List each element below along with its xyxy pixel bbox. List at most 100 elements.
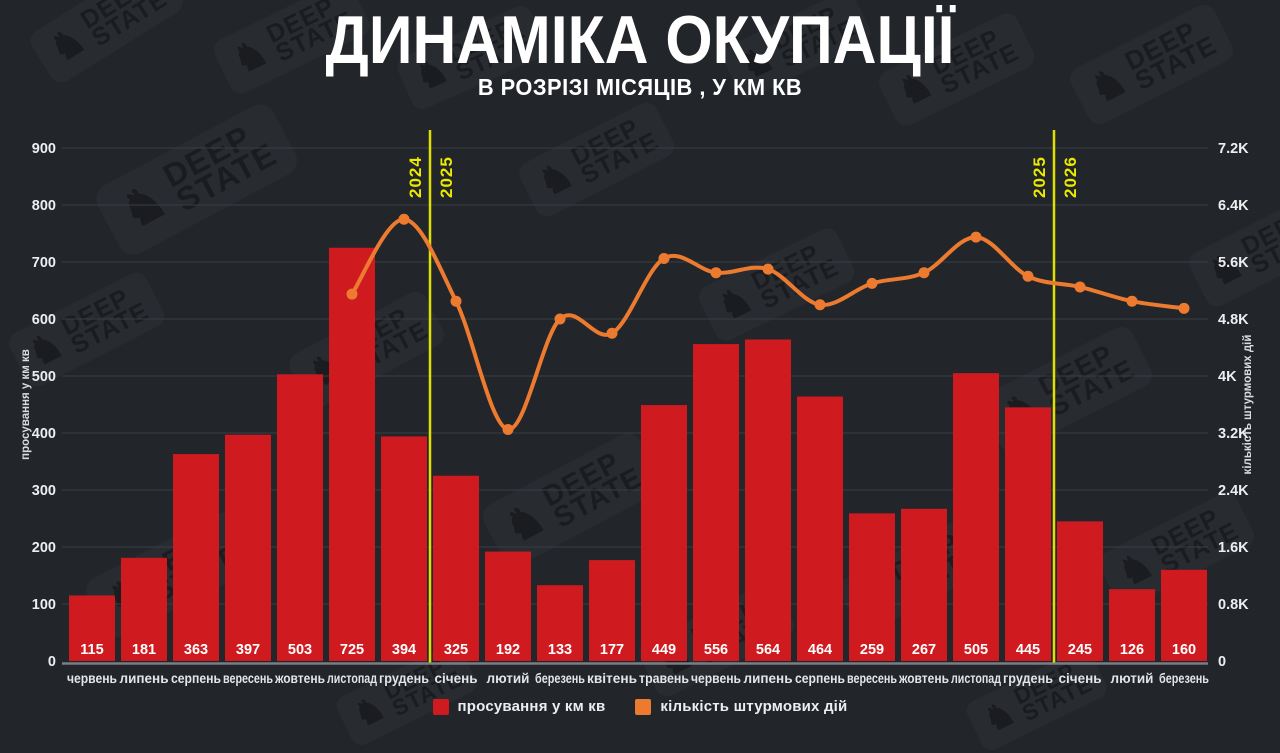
month-label: серпень [795, 671, 845, 686]
month-label: січень [434, 671, 477, 686]
bar [1161, 569, 1207, 661]
chart-legend: просування у км кв кількість штурмових д… [0, 698, 1280, 715]
bar [953, 373, 999, 661]
legend-item-advance: просування у км кв [432, 698, 606, 715]
month-label: травень [639, 671, 689, 686]
left-axis-tick: 400 [32, 426, 56, 442]
bar-value-label: 449 [652, 642, 676, 658]
left-axis-tick: 300 [32, 483, 56, 499]
bar-value-label: 133 [548, 642, 572, 658]
bar [901, 508, 947, 661]
year-label: 2025 [437, 156, 456, 198]
month-label: лютий [1111, 671, 1154, 686]
bar-value-label: 115 [80, 642, 103, 658]
right-axis-tick: 2.4K [1218, 483, 1249, 499]
assaults-line-point [762, 263, 774, 275]
assaults-line-point [1178, 302, 1190, 314]
bar-value-label: 397 [236, 642, 260, 658]
bar-value-label: 325 [444, 642, 468, 658]
month-label: березень [535, 671, 585, 686]
bar [277, 374, 323, 661]
page-subtitle: В РОЗРІЗІ МІСЯЦІВ , У КМ КВ [477, 74, 803, 100]
month-label: вересень [847, 671, 897, 686]
right-axis-tick: 3.2K [1218, 426, 1249, 442]
legend-swatch-assaults [635, 698, 652, 715]
right-axis-tick: 0.8K [1218, 597, 1249, 613]
bar [121, 557, 167, 661]
right-axis-tick: 4.8K [1218, 312, 1249, 328]
left-axis-tick: 500 [32, 369, 56, 385]
left-axis-tick: 900 [32, 141, 56, 157]
bar [329, 247, 375, 661]
left-axis-tick: 0 [48, 654, 56, 670]
chart-header: ДИНАМІКА ОКУПАЦІЇ В РОЗРІЗІ МІСЯЦІВ , У … [0, 6, 1280, 101]
month-label: січень [1058, 671, 1101, 686]
assaults-line-point [554, 313, 566, 325]
month-label: грудень [379, 671, 429, 686]
bar [641, 405, 687, 661]
assaults-line-point [814, 299, 826, 311]
right-axis-tick: 6.4K [1218, 198, 1249, 214]
year-label: 2024 [406, 156, 425, 198]
assaults-line-point [398, 213, 410, 225]
bar-value-label: 394 [392, 642, 416, 658]
left-axis-title: просування у км кв [20, 349, 32, 460]
right-axis-tick: 1.6K [1218, 540, 1249, 556]
bar-value-label: 564 [756, 642, 780, 658]
right-axis-tick: 7.2K [1218, 141, 1249, 157]
bar [69, 595, 115, 661]
assaults-line-point [710, 267, 722, 279]
occupation-dynamics-chart: 0 100 200 300 400 500 600 700 800 900 0 0.8K 1.6K 2.4… [20, 130, 1254, 686]
bar [433, 475, 479, 661]
right-axis-tick: 5.6K [1218, 255, 1249, 271]
bar [589, 560, 635, 661]
bar [225, 434, 271, 661]
assaults-line-point [346, 288, 358, 300]
bar [485, 551, 531, 661]
assaults-line-point [1126, 295, 1138, 307]
bar [537, 585, 583, 661]
bar-value-label: 192 [496, 642, 520, 658]
month-label: лютий [487, 671, 530, 686]
assaults-line-point [918, 267, 930, 279]
month-label: жовтень [898, 671, 949, 686]
bar-value-label: 363 [184, 642, 208, 658]
bar [693, 344, 739, 661]
assaults-line-point [606, 327, 618, 339]
month-label: червень [691, 671, 741, 686]
month-label: липень [744, 671, 793, 686]
month-label: березень [1159, 671, 1209, 686]
legend-label-assaults: кількість штурмових дій [660, 698, 848, 715]
left-axis-tick: 700 [32, 255, 56, 271]
bar-value-label: 505 [964, 642, 988, 658]
bar-value-label: 445 [1016, 642, 1040, 658]
bar [797, 396, 843, 661]
month-label: вересень [223, 671, 273, 686]
assaults-line-point [1074, 281, 1086, 293]
bar [1109, 589, 1155, 661]
bar [381, 436, 427, 661]
legend-label-advance: просування у км кв [457, 698, 606, 715]
bar-value-label: 160 [1172, 642, 1196, 658]
bar-value-label: 259 [860, 642, 884, 658]
year-label: 2026 [1061, 156, 1080, 198]
bar-value-label: 181 [132, 642, 156, 658]
legend-item-assaults: кількість штурмових дій [635, 698, 847, 715]
right-axis-title: кількість штурмових дій [1242, 335, 1254, 475]
bar [745, 339, 791, 661]
page-title: ДИНАМІКА ОКУПАЦІЇ [325, 1, 955, 78]
assaults-line-point [1022, 270, 1034, 282]
left-axis-tick: 600 [32, 312, 56, 328]
bar [1005, 407, 1051, 661]
left-axis-tick: 800 [32, 198, 56, 214]
bar-value-label: 725 [340, 642, 364, 658]
month-label: листопад [327, 671, 377, 686]
year-label: 2025 [1030, 156, 1049, 198]
right-axis-tick: 0 [1218, 654, 1226, 670]
left-axis-tick: 200 [32, 540, 56, 556]
right-axis-tick: 4K [1218, 369, 1237, 385]
month-label: грудень [1003, 671, 1053, 686]
bar-value-label: 267 [912, 642, 936, 658]
assaults-line-point [970, 231, 982, 243]
bar-value-label: 177 [600, 642, 624, 658]
